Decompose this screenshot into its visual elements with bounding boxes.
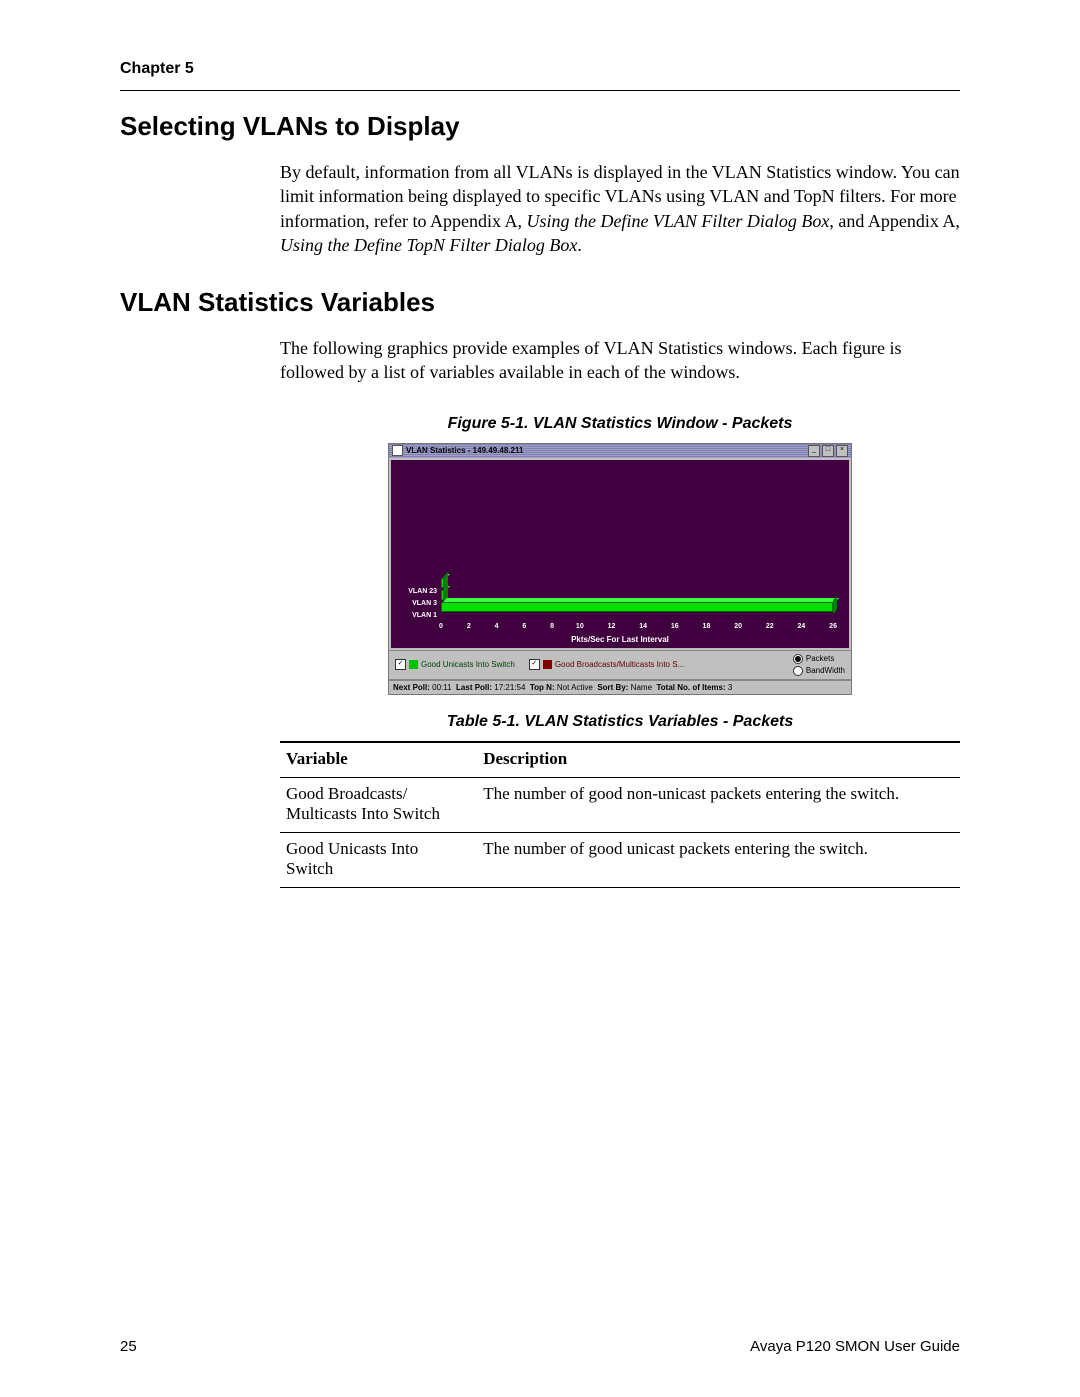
section2-paragraph: The following graphics provide examples …	[280, 336, 960, 385]
legend-item-broadcasts[interactable]: ✓ Good Broadcasts/Multicasts Into S...	[529, 659, 684, 670]
cell-description: The number of good non-unicast packets e…	[477, 777, 960, 832]
page-number: 25	[120, 1338, 137, 1355]
radio-icon[interactable]	[793, 666, 803, 676]
color-swatch	[543, 660, 552, 669]
text: .	[577, 235, 582, 255]
window-title: VLAN Statistics - 149.49.48.211	[406, 446, 523, 455]
section2-title: VLAN Statistics Variables	[120, 287, 960, 318]
radio-packets[interactable]: Packets	[793, 654, 845, 664]
variables-table: Variable Description Good Broadcasts/ Mu…	[280, 741, 960, 888]
text-italic: Using the Define TopN Filter Dialog Box	[280, 235, 577, 255]
cell-description: The number of good unicast packets enter…	[477, 832, 960, 887]
legend-label: Good Broadcasts/Multicasts Into S...	[555, 660, 684, 669]
status-value: Name	[631, 683, 652, 692]
minimize-icon[interactable]: _	[808, 445, 820, 457]
section1-paragraph: By default, information from all VLANs i…	[280, 160, 960, 257]
header-rule	[120, 90, 960, 91]
status-value: Not Active	[557, 683, 593, 692]
table-row: Good Broadcasts/ Multicasts Into SwitchT…	[280, 777, 960, 832]
checkbox-icon[interactable]: ✓	[395, 659, 406, 670]
chart-bar	[441, 578, 444, 588]
section1-title: Selecting VLANs to Display	[120, 111, 960, 142]
cell-variable: Good Unicasts Into Switch	[280, 832, 477, 887]
status-key: Top N:	[530, 683, 555, 692]
table-header-variable: Variable	[280, 742, 477, 778]
legend-item-unicasts[interactable]: ✓ Good Unicasts Into Switch	[395, 659, 515, 670]
doc-title: Avaya P120 SMON User Guide	[750, 1338, 960, 1355]
x-axis-title: Pkts/Sec For Last Interval	[391, 635, 849, 644]
radio-label: Packets	[806, 654, 834, 663]
table-header-description: Description	[477, 742, 960, 778]
vlan-window-titlebar: VLAN Statistics - 149.49.48.211 _ □ ×	[389, 444, 851, 458]
status-key: Sort By:	[597, 683, 628, 692]
text-italic: Using the Define VLAN Filter Dialog Box	[526, 211, 829, 231]
status-bar: Next Poll: 00:11 Last Poll: 17:21:54 Top…	[389, 680, 851, 694]
status-value: 3	[728, 683, 732, 692]
legend-row: ✓ Good Unicasts Into Switch ✓ Good Broad…	[389, 650, 851, 680]
vlan-statistics-window: VLAN Statistics - 149.49.48.211 _ □ × VL…	[388, 443, 852, 695]
chart-bar	[441, 602, 833, 612]
legend-label: Good Unicasts Into Switch	[421, 660, 515, 669]
maximize-icon[interactable]: □	[822, 445, 834, 457]
x-axis-ticks: 02468101214161820222426	[441, 623, 841, 630]
radio-bandwidth[interactable]: BandWidth	[793, 666, 845, 676]
table-caption: Table 5-1. VLAN Statistics Variables - P…	[280, 713, 960, 731]
status-key: Total No. of Items:	[656, 683, 725, 692]
close-icon[interactable]: ×	[836, 445, 848, 457]
chart-plot-area	[441, 468, 841, 612]
status-value: 00:11	[432, 683, 451, 692]
radio-label: BandWidth	[806, 666, 845, 675]
status-value: 17:21:54	[494, 683, 525, 692]
figure-caption: Figure 5-1. VLAN Statistics Window - Pac…	[280, 415, 960, 433]
radio-icon[interactable]	[793, 654, 803, 664]
status-key: Last Poll:	[456, 683, 492, 692]
color-swatch	[409, 660, 418, 669]
text: , and Appendix A,	[829, 211, 960, 231]
chapter-label: Chapter 5	[120, 60, 960, 78]
chart-bar	[441, 590, 444, 600]
checkbox-icon[interactable]: ✓	[529, 659, 540, 670]
status-key: Next Poll:	[393, 683, 430, 692]
window-icon	[392, 445, 403, 456]
y-axis-labels: VLAN 23VLAN 3VLAN 1	[395, 586, 437, 622]
table-row: Good Unicasts Into SwitchThe number of g…	[280, 832, 960, 887]
cell-variable: Good Broadcasts/ Multicasts Into Switch	[280, 777, 477, 832]
page-footer: 25 Avaya P120 SMON User Guide	[120, 1338, 960, 1355]
vlan-chart: VLAN 23VLAN 3VLAN 1 02468101214161820222…	[391, 460, 849, 648]
